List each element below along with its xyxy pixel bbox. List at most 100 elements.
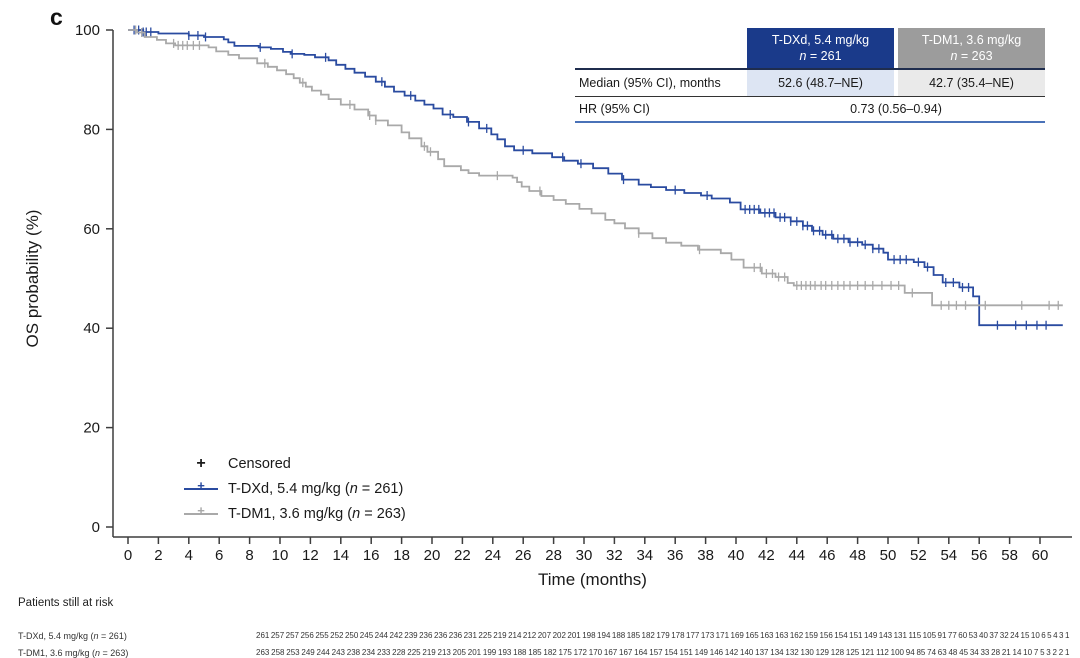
legend-item-censored: + Censored [180,451,406,476]
at-risk-count: 85 [916,648,926,657]
at-risk-count: 1 [1064,631,1070,640]
at-risk-count: 219 [422,648,436,657]
at-risk-count: 236 [448,631,463,640]
x-tick-label: 20 [424,547,441,564]
legend-label: T-DXd, 5.4 mg/kg (n = 261) [228,480,404,497]
x-tick-label: 36 [667,547,684,564]
at-risk-count: 74 [927,648,937,657]
at-risk-count: 185 [528,648,542,657]
header-gap [894,28,898,68]
at-risk-count: 28 [991,648,1001,657]
x-tick-label: 42 [758,547,775,564]
y-tick-label: 80 [83,121,100,138]
at-risk-count: 199 [482,648,497,657]
at-risk-count: 212 [522,631,537,640]
at-risk-count: 15 [1020,631,1030,640]
at-risk-count: 252 [330,631,344,640]
at-risk-count: 48 [948,648,958,657]
at-risk-count: 255 [315,631,329,640]
at-risk-count: 198 [582,631,596,640]
at-risk-count: 33 [980,648,990,657]
at-risk-count: 178 [671,631,685,640]
at-risk-count: 244 [374,631,388,640]
at-risk-count: 10 [1023,648,1033,657]
x-tick-label: 18 [393,547,410,564]
at-risk-count: 149 [694,648,708,657]
y-tick-label: 20 [83,420,100,437]
at-risk-count: 234 [361,648,376,657]
at-risk-row-tdxd: T-DXd, 5.4 mg/kg (n = 261) 261 257 257 256 25… [0,628,1080,645]
at-risk-count: 163 [774,631,789,640]
legend-item-tdm1: + T-DM1, 3.6 mg/kg (n = 263) [180,501,406,526]
at-risk-count: 239 [404,631,418,640]
x-tick-label: 28 [545,547,562,564]
at-risk-count: 37 [989,631,999,640]
hr-row: HR (95% CI) 0.73 (0.56–0.94) [575,97,1045,121]
x-axis-title: Time (months) [538,570,647,589]
x-tick-label: 2 [154,547,162,564]
summary-table-corner [575,28,747,68]
at-risk-count: 60 [958,631,968,640]
x-tick-label: 48 [849,547,866,564]
at-risk-count: 263 [256,648,270,657]
at-risk-count: 207 [537,631,552,640]
at-risk-count: 3 [1046,648,1051,657]
summary-table-header-row: T-DXd, 5.4 mg/kg n = 261 T-DM1, 3.6 mg/k… [575,28,1045,68]
at-risk-count: 5 [1047,631,1052,640]
x-tick-label: 54 [940,547,957,564]
at-risk-count: 205 [452,648,466,657]
x-tick-label: 10 [272,547,289,564]
at-risk-count: 257 [270,631,285,640]
at-risk-count: 249 [301,648,315,657]
table-divider-bottom [575,121,1045,123]
x-tick-label: 26 [515,547,532,564]
km-curve-tdm1 [128,29,1063,307]
tdxd-header-n: n = 261 [799,49,842,63]
x-tick-label: 16 [363,547,380,564]
at-risk-count: 182 [641,631,655,640]
at-risk-count: 159 [804,631,818,640]
cell-gap [894,70,898,96]
at-risk-count: 100 [890,648,905,657]
at-risk-count: 164 [634,648,648,657]
x-tick-label: 44 [788,547,805,564]
at-risk-count: 128 [830,648,845,657]
at-risk-count: 256 [300,631,314,640]
at-risk-table: T-DXd, 5.4 mg/kg (n = 261) 261 257 257 256 25… [0,628,1080,658]
at-risk-count: 34 [969,648,979,657]
censored-plus-icon: + [196,454,206,472]
x-tick-label: 38 [697,547,714,564]
at-risk-count: 193 [498,648,512,657]
at-risk-count: 250 [344,631,359,640]
at-risk-count: 32 [999,631,1009,640]
at-risk-count: 53 [968,631,978,640]
at-risk-row-label: T-DM1, 3.6 mg/kg (n = 263) [18,648,129,658]
at-risk-count: 125 [845,648,860,657]
at-risk-count: 149 [863,631,878,640]
at-risk-count: 228 [392,648,406,657]
at-risk-count: 14 [1012,648,1022,657]
at-risk-row-tdm1: T-DM1, 3.6 mg/kg (n = 263) 263 258 253 249 24… [0,645,1080,658]
at-risk-count: 225 [478,631,492,640]
legend-item-tdxd: + T-DXd, 5.4 mg/kg (n = 261) [180,476,406,501]
at-risk-count: 236 [419,631,433,640]
y-tick-label: 100 [75,22,100,39]
x-tick-label: 50 [880,547,897,564]
at-risk-count: 5 [1040,648,1045,657]
at-risk-count: 157 [649,648,663,657]
at-risk-count: 171 [715,631,730,640]
at-risk-count: 142 [724,648,739,657]
at-risk-count: 165 [745,631,759,640]
at-risk-count: 179 [656,631,670,640]
at-risk-count: 131 [893,631,907,640]
at-risk-count: 202 [552,631,566,640]
at-risk-count: 243 [331,648,345,657]
at-risk-count: 261 [256,631,270,640]
at-risk-count: 154 [834,631,848,640]
at-risk-count: 177 [686,631,700,640]
x-tick-label: 4 [185,547,193,564]
table-divider-middle [575,96,1045,97]
at-risk-count: 231 [463,631,477,640]
